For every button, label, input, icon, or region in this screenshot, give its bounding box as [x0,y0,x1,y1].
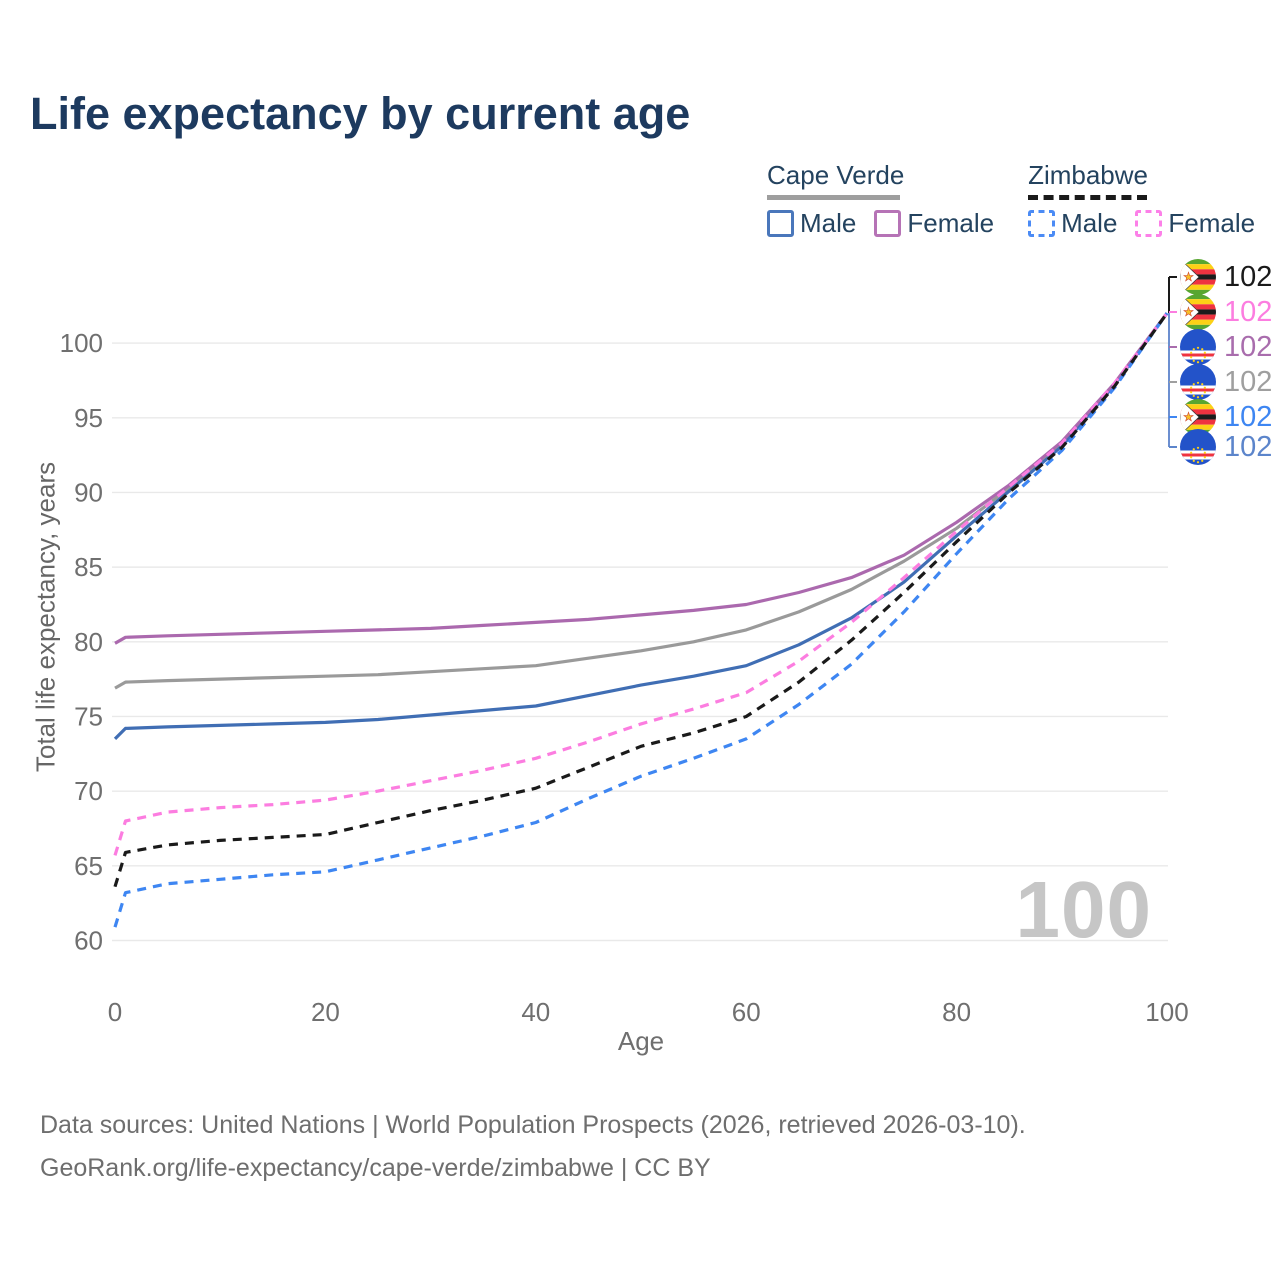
legend-item-label: Male [800,208,857,238]
y-tick-label: 90 [74,477,103,507]
legend-item-zimbabwe-male[interactable]: Male [1028,208,1117,239]
series-line-zw_both [113,312,1169,888]
y-tick-label: 70 [74,776,103,806]
series-line-zw_male [113,312,1169,928]
legend-country-zimbabwe[interactable]: Zimbabwe [1028,160,1148,190]
legend-group-zimbabwe: Zimbabwe Male Female [1028,160,1255,239]
x-tick-label: 80 [942,997,971,1027]
end-label-row: 102 [1180,329,1272,365]
checkbox-icon[interactable] [1135,210,1163,237]
y-tick-label: 80 [74,627,103,657]
end-label-value: 102 [1224,330,1273,363]
legend-group-cape-verde: Cape Verde Male Female [767,160,994,239]
end-label-value: 102 [1224,400,1273,433]
zimbabwe-flag-icon [1180,294,1216,330]
x-tick-label: 0 [108,997,122,1027]
series-line-cv_both [114,312,1169,690]
page-title: Life expectancy by current age [30,88,691,139]
x-tick-label: 20 [311,997,340,1027]
end-label-row: 102 [1180,399,1272,435]
end-label-row: 102 [1180,294,1272,330]
footer-data-sources: Data sources: United Nations | World Pop… [40,1111,1026,1139]
y-tick-label: 85 [74,552,103,582]
end-label-value: 102 [1224,295,1273,328]
checkbox-icon[interactable] [767,210,794,237]
end-label-row: 102 [1180,429,1272,465]
series-line-cv_male [113,312,1169,741]
x-tick-label: 40 [521,997,550,1027]
y-tick-label: 100 [60,328,103,358]
series-line-zw_female [113,312,1169,856]
legend-items-cape-verde: Male Female [767,208,994,239]
footer: Data sources: United Nations | World Pop… [40,1104,1026,1190]
end-label-value: 102 [1224,430,1273,463]
y-tick-label: 60 [74,926,103,956]
hovered-age-indicator: 100 [1015,865,1152,954]
y-tick-label: 95 [74,403,103,433]
end-label-value: 102 [1224,260,1273,293]
x-axis-title: Age [617,1026,665,1056]
x-tick-label: 60 [732,997,761,1027]
cape-verde-flag-icon [1180,364,1216,400]
zimbabwe-flag-icon [1180,259,1216,295]
legend-country-cape-verde[interactable]: Cape Verde [767,160,905,190]
x-tick-label: 100 [1145,997,1188,1027]
legend-item-label: Female [1168,208,1256,238]
checkbox-icon[interactable] [874,210,902,237]
cape-verde-flag-icon [1180,329,1216,365]
y-tick-label: 65 [74,851,103,881]
series-line-cv_female [114,312,1169,645]
end-label-value: 102 [1224,365,1273,398]
end-label-row: 102 [1180,259,1272,295]
legend-items-zimbabwe: Male Female [1028,208,1255,239]
legend-item-cape-verde-female[interactable]: Female [874,208,994,239]
y-tick-label: 75 [74,701,103,731]
legend-underline-dashed [1028,195,1148,200]
legend-item-label: Male [1061,208,1118,238]
cape-verde-flag-icon [1180,429,1216,465]
legend-underline-solid [767,195,900,200]
legend-item-cape-verde-male[interactable]: Male [767,208,856,239]
footer-attribution-link: GeoRank.org/life-expectancy/cape-verde/z… [40,1154,711,1182]
legend: Cape Verde Male Female Zimbabwe Male [767,160,1255,239]
legend-item-zimbabwe-female[interactable]: Female [1135,208,1255,239]
end-label-row: 102 [1180,364,1272,400]
checkbox-icon[interactable] [1028,210,1056,237]
legend-item-label: Female [907,208,995,238]
